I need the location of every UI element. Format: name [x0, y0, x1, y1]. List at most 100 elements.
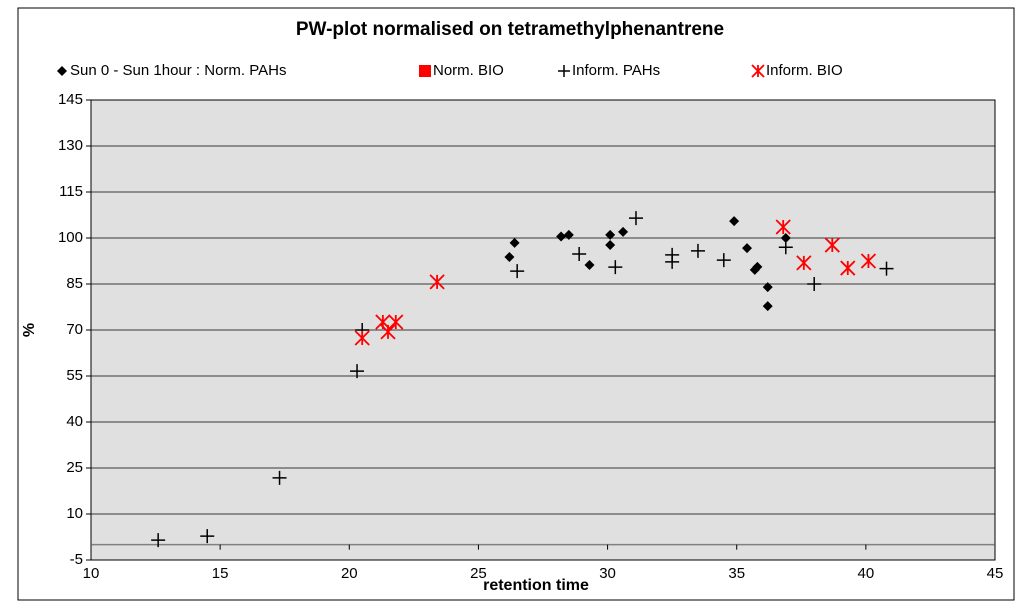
- marker-shape: [807, 277, 822, 291]
- marker-shape: [665, 254, 680, 269]
- legend-label: Norm. BIO: [433, 62, 504, 79]
- x-tick-label: 30: [599, 565, 616, 582]
- y-tick-label: 55: [66, 367, 83, 384]
- marker-shape: [879, 261, 894, 276]
- x-tick-label: 35: [728, 565, 745, 582]
- point: [584, 259, 595, 270]
- point: [762, 301, 773, 312]
- marker-shape: [742, 243, 753, 254]
- marker-shape: [556, 231, 567, 242]
- point: [605, 229, 616, 240]
- marker-shape: [151, 533, 166, 548]
- marker-shape: [796, 255, 812, 271]
- marker-shape: [572, 246, 587, 261]
- point: [510, 264, 525, 279]
- marker-shape: [200, 529, 215, 544]
- y-tick-label: 145: [58, 91, 83, 108]
- point: [840, 260, 856, 276]
- marker-shape: [762, 301, 773, 312]
- point: [665, 254, 680, 269]
- x-tick-label: 45: [987, 565, 1004, 582]
- y-tick-label: 85: [66, 275, 83, 292]
- point: [429, 274, 445, 290]
- marker-shape: [840, 260, 856, 276]
- y-axis-title: %: [21, 323, 38, 337]
- point: [729, 216, 740, 227]
- point: [628, 211, 643, 226]
- y-tick-label: 40: [66, 413, 83, 430]
- point: [200, 529, 215, 544]
- marker-shape: [780, 233, 791, 243]
- marker-shape: [380, 324, 396, 340]
- point: [388, 314, 404, 330]
- marker-shape: [388, 314, 404, 330]
- marker-shape: [751, 64, 765, 78]
- y-tick-label: 115: [59, 183, 83, 200]
- legend-marker: [57, 66, 67, 76]
- x-axis-title: retention time: [483, 577, 589, 594]
- point: [879, 261, 894, 276]
- point: [608, 260, 623, 275]
- point: [563, 229, 574, 240]
- point: [742, 243, 753, 254]
- point: [860, 253, 877, 269]
- marker-shape: [419, 65, 431, 77]
- point: [778, 240, 793, 255]
- legend-label: Inform. BIO: [766, 62, 843, 79]
- marker-shape: [605, 240, 616, 251]
- marker-shape: [354, 330, 370, 346]
- legend-marker: [751, 64, 765, 78]
- marker-shape: [860, 253, 877, 269]
- marker-shape: [762, 282, 773, 293]
- legend-label: Inform. PAHs: [572, 62, 660, 79]
- point: [556, 231, 567, 242]
- legend-marker: [419, 65, 431, 77]
- marker-shape: [752, 261, 763, 272]
- point: [762, 282, 773, 293]
- y-tick-label: -5: [70, 551, 83, 568]
- x-tick-label: 40: [858, 565, 875, 582]
- y-tick-label: 100: [58, 229, 83, 246]
- point: [504, 252, 515, 263]
- marker-shape: [350, 364, 365, 379]
- point: [807, 277, 822, 291]
- marker-shape: [509, 237, 520, 248]
- point: [752, 261, 763, 272]
- x-tick-label: 10: [83, 565, 100, 582]
- marker-shape: [57, 66, 67, 76]
- marker-shape: [272, 470, 287, 485]
- point: [618, 226, 629, 237]
- x-tick-label: 25: [470, 565, 487, 582]
- legend-label: Sun 0 - Sun 1hour : Norm. PAHs: [70, 62, 286, 79]
- point: [716, 253, 731, 268]
- marker-shape: [429, 274, 445, 290]
- point: [775, 219, 791, 235]
- point: [350, 364, 365, 379]
- marker-shape: [690, 243, 705, 258]
- point: [780, 233, 791, 243]
- point: [824, 237, 840, 253]
- marker-shape: [775, 219, 791, 235]
- point: [354, 330, 370, 346]
- marker-shape: [716, 253, 731, 268]
- point: [272, 470, 287, 485]
- point: [380, 324, 396, 340]
- y-tick-label: 25: [66, 459, 83, 476]
- marker-shape: [504, 252, 515, 263]
- marker-shape: [558, 65, 570, 77]
- x-tick-label: 20: [341, 565, 358, 582]
- y-tick-label: 130: [58, 137, 83, 154]
- y-tick-label: 10: [66, 505, 83, 522]
- point: [572, 246, 587, 261]
- marker-shape: [778, 240, 793, 255]
- marker-shape: [824, 237, 840, 253]
- marker-shape: [729, 216, 740, 227]
- marker-shape: [618, 226, 629, 237]
- marker-shape: [584, 259, 595, 270]
- marker-shape: [563, 229, 574, 240]
- y-tick-label: 70: [66, 321, 83, 338]
- point: [690, 243, 705, 258]
- marker-shape: [510, 264, 525, 279]
- legend-marker: [558, 65, 570, 77]
